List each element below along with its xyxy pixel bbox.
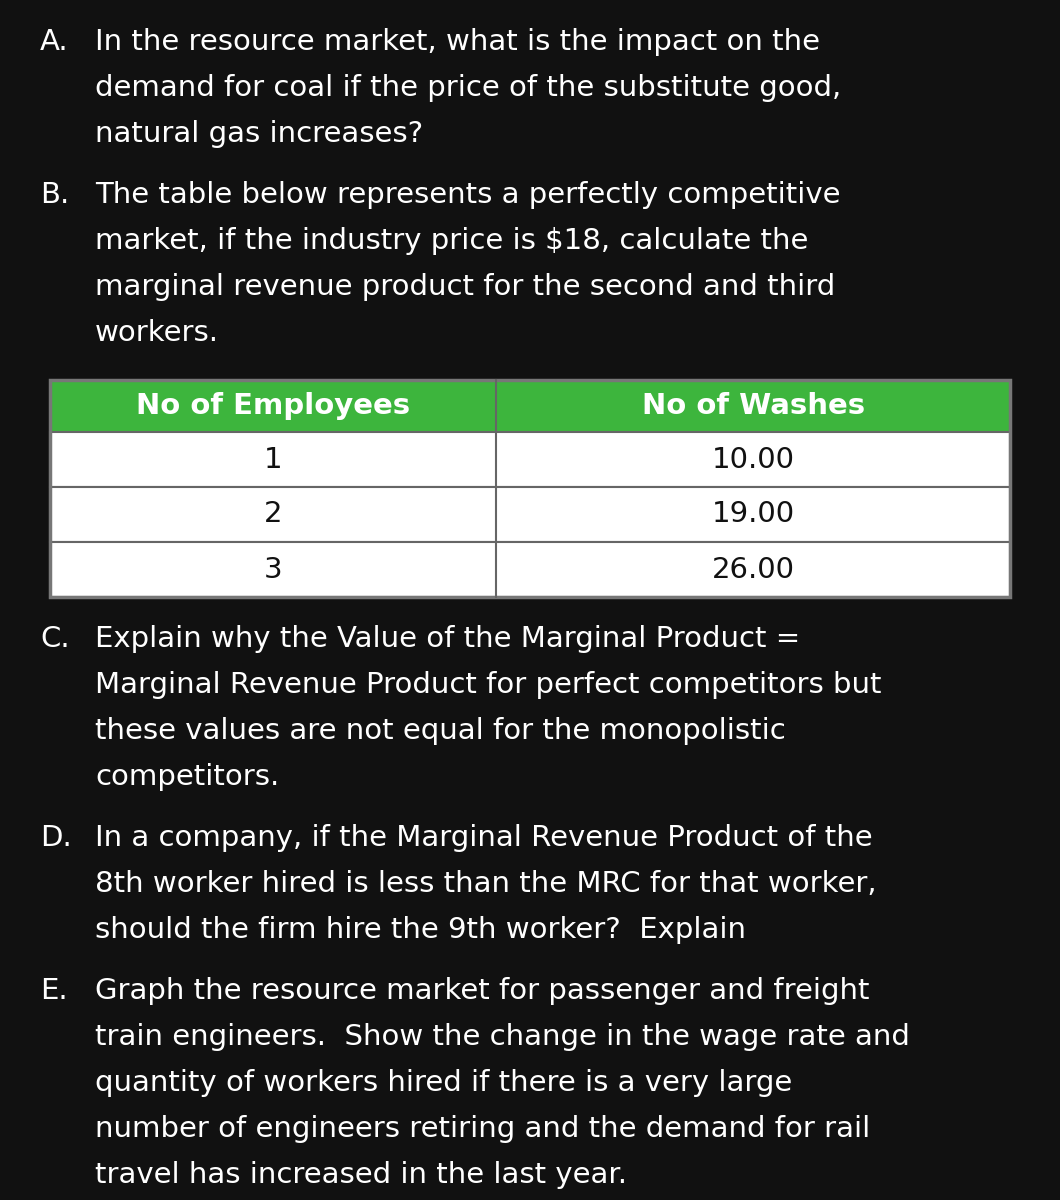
Text: B.: B. <box>40 181 69 209</box>
Text: D.: D. <box>40 824 72 852</box>
Text: market, if the industry price is $18, calculate the: market, if the industry price is $18, ca… <box>95 227 809 254</box>
Text: No of Washes: No of Washes <box>641 392 865 420</box>
Text: 8th worker hired is less than the MRC for that worker,: 8th worker hired is less than the MRC fo… <box>95 870 877 898</box>
Text: Explain why the Value of the Marginal Product =: Explain why the Value of the Marginal Pr… <box>95 625 800 653</box>
Bar <box>50 542 1010 596</box>
Text: demand for coal if the price of the substitute good,: demand for coal if the price of the subs… <box>95 74 842 102</box>
Text: Graph the resource market for passenger and freight: Graph the resource market for passenger … <box>95 977 869 1006</box>
Text: 3: 3 <box>264 556 283 583</box>
Text: In the resource market, what is the impact on the: In the resource market, what is the impa… <box>95 28 820 56</box>
Text: quantity of workers hired if there is a very large: quantity of workers hired if there is a … <box>95 1069 792 1097</box>
Text: train engineers.  Show the change in the wage rate and: train engineers. Show the change in the … <box>95 1022 909 1051</box>
Text: 1: 1 <box>264 445 283 474</box>
Text: A.: A. <box>40 28 69 56</box>
Text: should the firm hire the 9th worker?  Explain: should the firm hire the 9th worker? Exp… <box>95 916 746 944</box>
Text: competitors.: competitors. <box>95 763 279 791</box>
Text: natural gas increases?: natural gas increases? <box>95 120 423 148</box>
Text: workers.: workers. <box>95 319 219 347</box>
Text: Marginal Revenue Product for perfect competitors but: Marginal Revenue Product for perfect com… <box>95 671 882 698</box>
Text: 2: 2 <box>264 500 282 528</box>
Text: In a company, if the Marginal Revenue Product of the: In a company, if the Marginal Revenue Pr… <box>95 824 872 852</box>
Bar <box>50 487 1010 542</box>
Text: number of engineers retiring and the demand for rail: number of engineers retiring and the dem… <box>95 1115 870 1142</box>
Text: 19.00: 19.00 <box>711 500 795 528</box>
Bar <box>50 380 1010 432</box>
Text: 26.00: 26.00 <box>711 556 795 583</box>
Text: The table below represents a perfectly competitive: The table below represents a perfectly c… <box>95 181 841 209</box>
Text: these values are not equal for the monopolistic: these values are not equal for the monop… <box>95 716 785 745</box>
Text: C.: C. <box>40 625 70 653</box>
Text: 10.00: 10.00 <box>711 445 795 474</box>
Text: E.: E. <box>40 977 68 1006</box>
Text: marginal revenue product for the second and third: marginal revenue product for the second … <box>95 272 835 301</box>
Text: No of Employees: No of Employees <box>136 392 410 420</box>
Text: travel has increased in the last year.: travel has increased in the last year. <box>95 1162 628 1189</box>
Bar <box>50 380 1010 596</box>
Bar <box>50 432 1010 487</box>
